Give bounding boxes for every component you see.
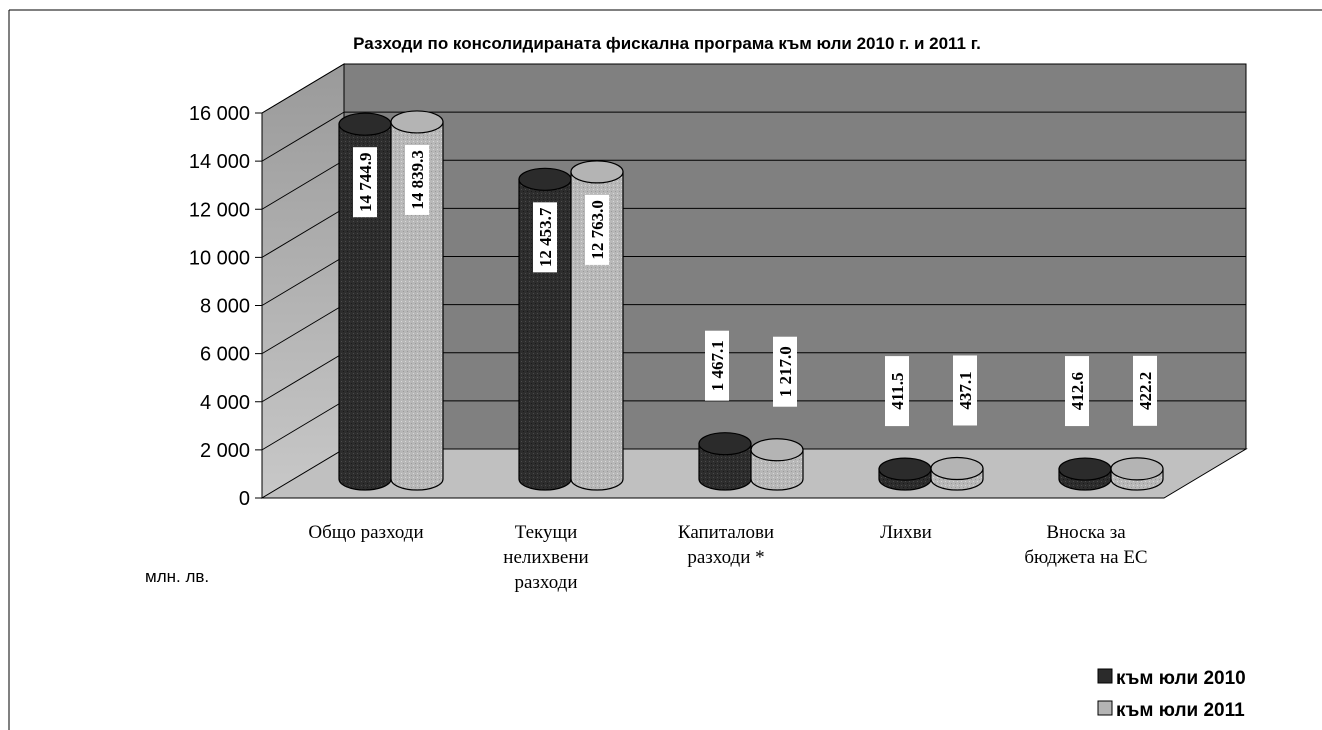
bar-top [930,456,984,481]
bar-body [518,178,572,491]
bar-2010-1 [518,167,572,491]
y-tick-label: 14 000 [189,151,250,173]
data-label-text: 12 453.7 [536,207,555,267]
data-label-text: 14 744.9 [356,152,375,212]
category-label-line: бюджета на ЕС [1024,547,1147,568]
bar-top [750,438,804,462]
category-label: Лихви [880,522,932,543]
bar-2011-2 [750,438,804,491]
gridline-side [261,111,345,162]
data-label-text: 12 763.0 [588,200,607,260]
legend-swatch [1097,700,1113,716]
data-label: 411.5 [885,356,909,427]
y-tick-label: 2 000 [200,440,250,462]
y-tick-label: 10 000 [189,247,250,269]
bar-body [570,171,624,491]
category-label-line: Лихви [880,522,932,543]
legend: към юли 2010 към юли 2011 [1097,668,1246,721]
gridline-side [261,207,345,258]
y-axis: 0 2 000 4 000 6 000 8 000 10 000 12 000 14 000 1… [189,103,263,510]
data-label-text: 411.5 [888,372,907,409]
gridline-side [261,400,345,451]
data-label-box [705,330,729,401]
data-label-box [1065,356,1089,427]
bar-top [878,457,932,481]
chart-title: Разходи по консолидираната фискална прог… [353,34,981,53]
category-label: Вноска за бюджета на ЕС [1024,522,1147,568]
bars [338,110,1164,491]
bar-body [390,121,444,491]
bar-2010-0 [338,112,392,491]
category-label-line: Вноска за [1046,522,1126,543]
data-label-box [405,144,429,215]
data-label: 14 744.9 [353,147,377,218]
bar-2011-0 [390,110,444,491]
data-label: 12 763.0 [585,194,609,265]
data-label-box [353,147,377,218]
data-label: 422.2 [1133,355,1157,426]
category-label-line: Капиталови [678,522,774,543]
bar-2010-2 [698,432,752,491]
data-label-text: 14 839.3 [408,150,427,210]
legend-swatch [1097,668,1113,684]
data-label-text: 1 467.1 [708,340,727,391]
bar-2011-3 [930,456,984,491]
bar-top [518,167,572,191]
bar-body [338,123,392,491]
gridline-side [261,352,345,403]
y-tick-label: 4 000 [200,392,250,414]
data-label: 1 217.0 [773,336,797,407]
data-label-box [1133,355,1157,426]
bar-2010-3 [878,457,932,491]
category-label: Капиталови разходи * [678,522,774,568]
gridline-side [261,304,345,355]
category-label-line: разходи * [687,547,764,568]
y-tick-label: 16 000 [189,103,250,125]
bar-top [1058,457,1112,481]
bar-top [1110,457,1164,481]
y-axis-unit-label: млн. лв. [145,567,209,586]
data-label-text: 437.1 [956,371,975,409]
data-label: 1 467.1 [705,330,729,401]
data-label: 412.6 [1065,356,1089,427]
data-label-box [773,336,797,407]
data-label-box [953,355,977,426]
category-label: Текущи нелихвени разходи [503,522,588,593]
category-label: Общо разходи [308,522,423,543]
data-label-box [585,194,609,265]
gridlines [261,63,1246,451]
data-label-text: 1 217.0 [776,346,795,397]
bar-top [570,160,624,184]
data-label: 12 453.7 [533,202,557,273]
bar-top [698,432,752,456]
category-label-line: разходи [514,572,577,593]
category-label-line: Текущи [515,522,578,543]
bar-2011-4 [1110,457,1164,491]
data-label-text: 412.6 [1068,372,1087,410]
y-tick-label: 0 [239,488,250,510]
data-label: 14 839.3 [405,144,429,215]
data-labels: 14 744.9 14 839.3 12 453.7 12 763.0 1 467.1 1… [353,144,1157,427]
data-label: 437.1 [953,355,977,426]
bar-top [338,112,392,136]
legend-label: към юли 2011 [1116,700,1245,721]
gridline-side [261,159,345,210]
category-label-line: Общо разходи [308,522,423,543]
y-tick-label: 12 000 [189,199,250,221]
data-label-box [533,202,557,273]
y-tick-label: 6 000 [200,344,250,366]
legend-label: към юли 2010 [1116,668,1246,689]
bar-2011-1 [570,160,624,491]
bar-body [698,443,752,491]
y-tick-label: 8 000 [200,296,250,318]
bar-top [390,110,444,134]
data-label-box [885,356,909,427]
gridline-side [261,256,345,306]
bar-2010-4 [1058,457,1112,491]
x-axis-categories: Общо разходи Текущи нелихвени разходи Капита… [308,522,1147,593]
category-label-line: нелихвени [503,547,588,568]
data-label-text: 422.2 [1136,372,1155,410]
gridline-side [261,63,345,114]
